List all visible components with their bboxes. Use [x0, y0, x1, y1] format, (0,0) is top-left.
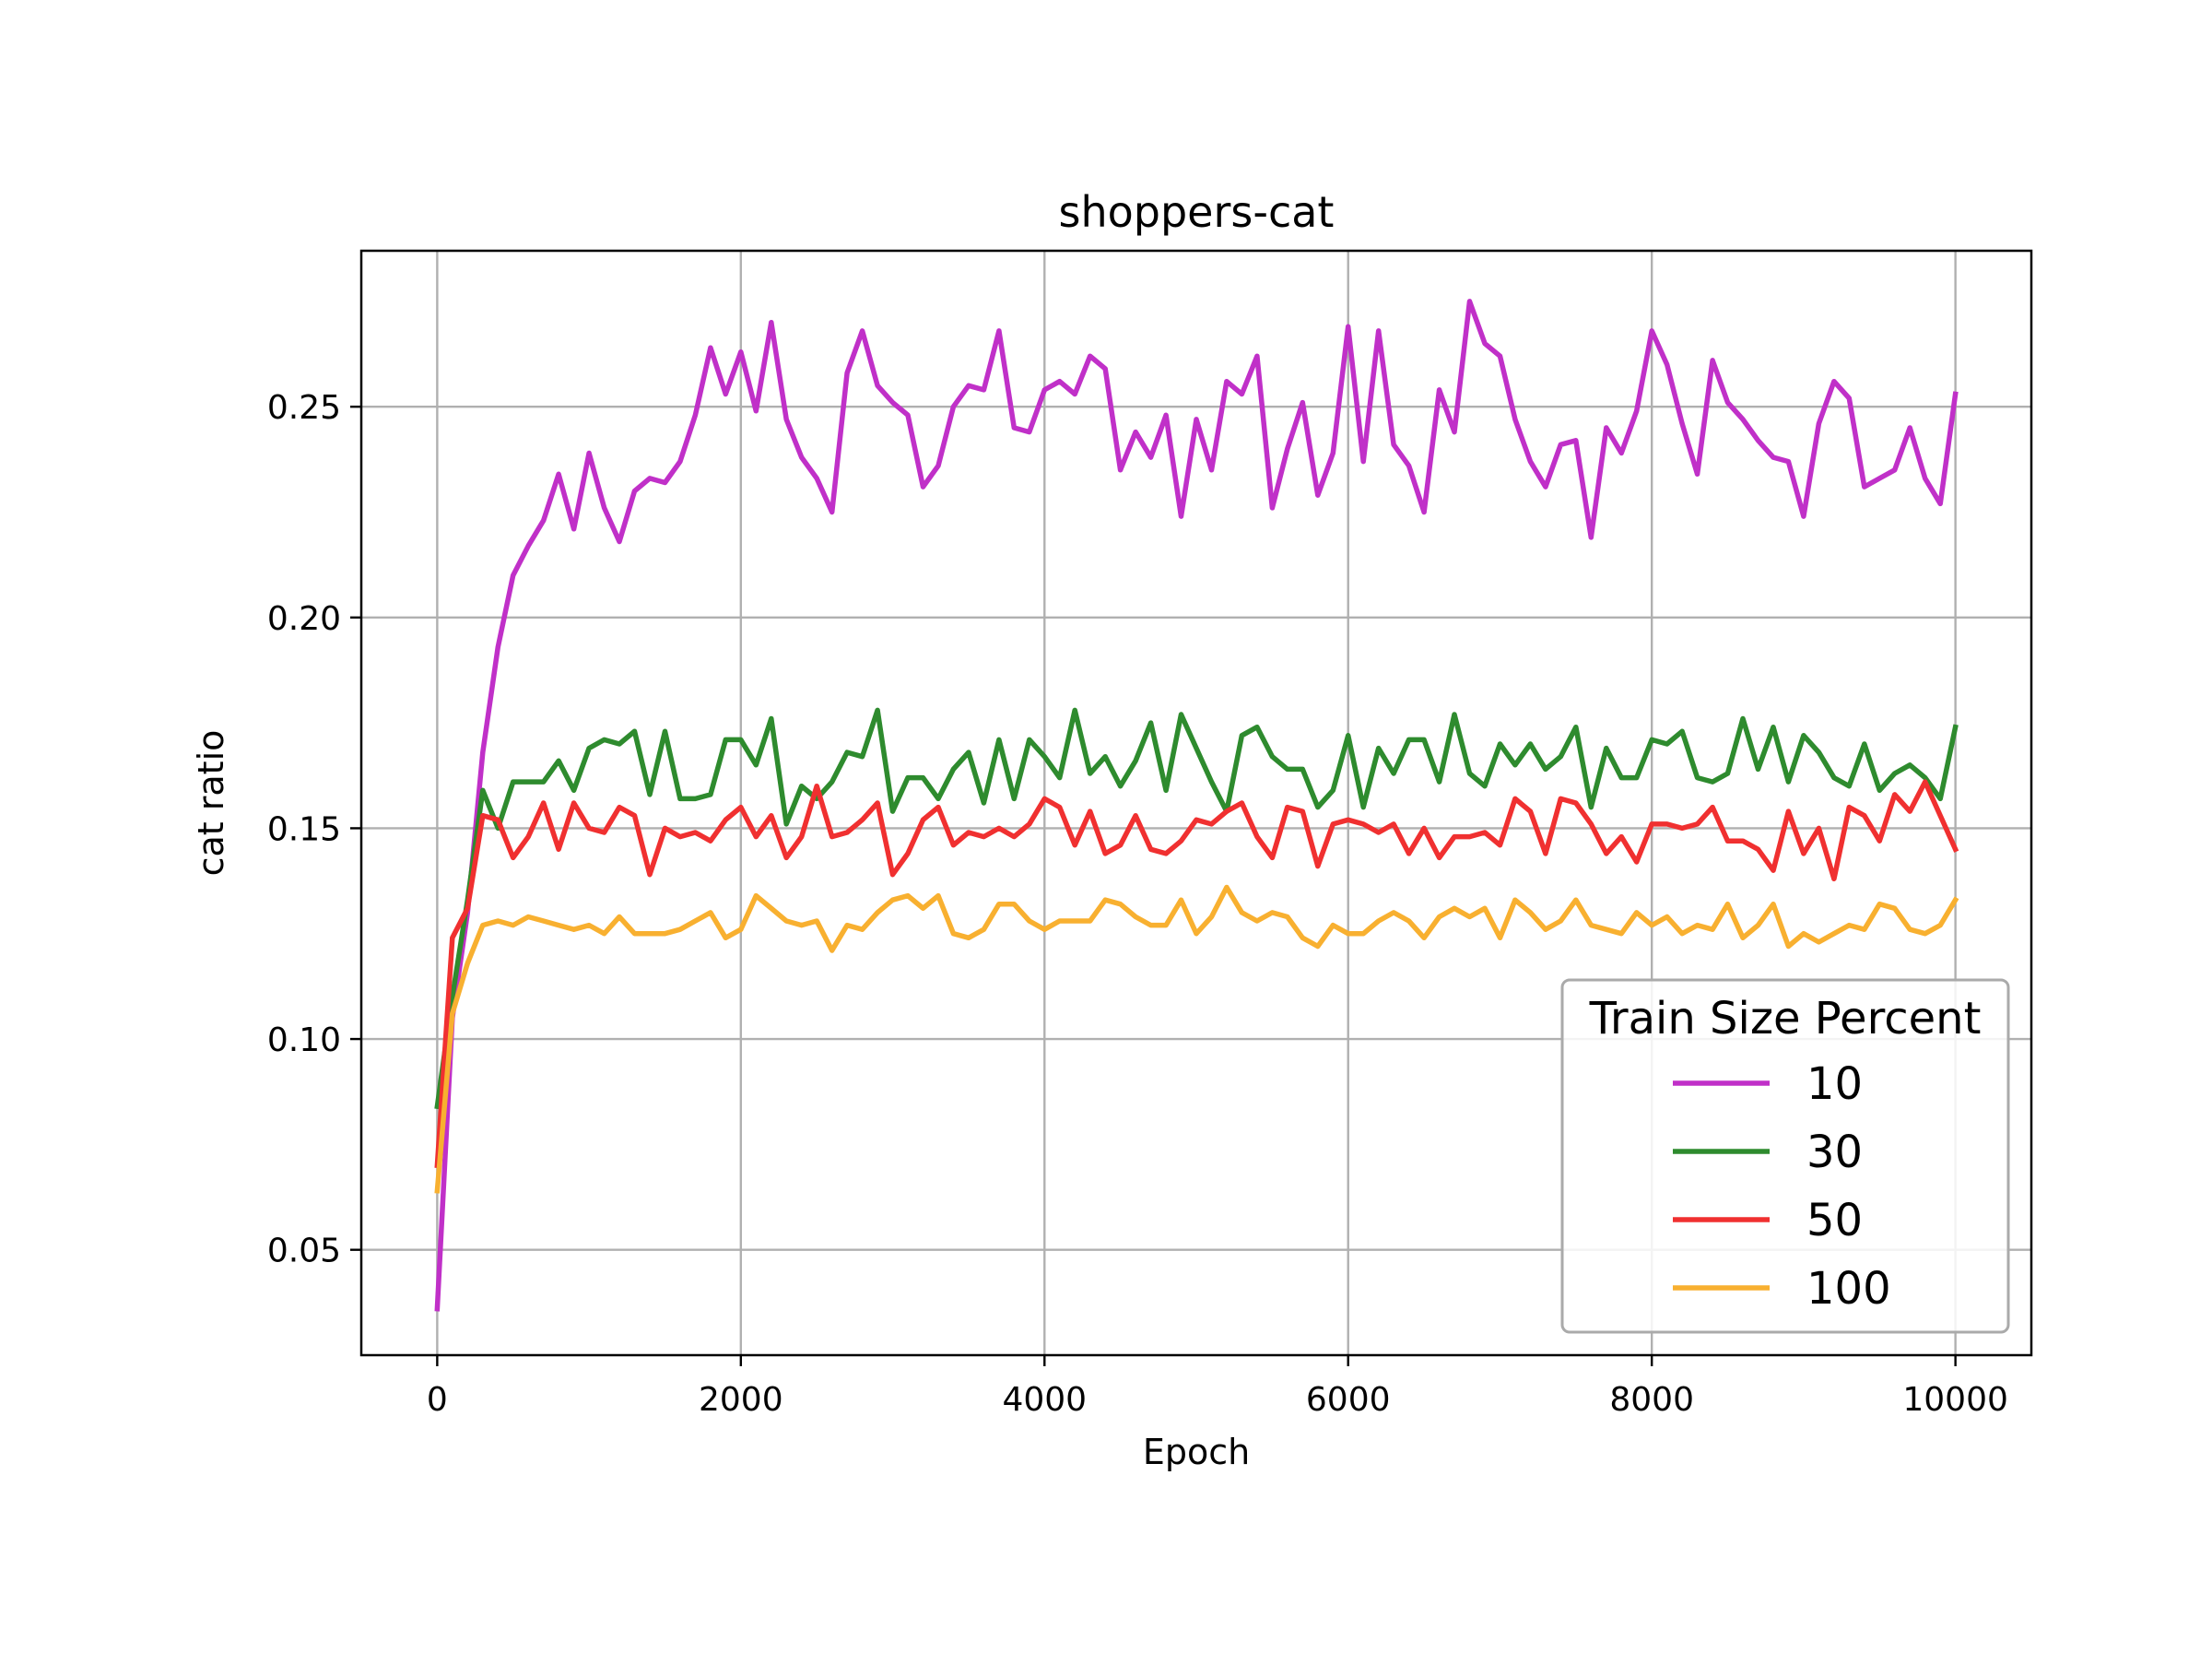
legend-label-30: 30 — [1806, 1127, 1863, 1178]
legend-entries: 10 30 50 100 — [1673, 1058, 1891, 1315]
y-tick-label: 0.25 — [267, 389, 341, 427]
legend-box — [1560, 978, 2010, 1334]
legend-label-100: 100 — [1806, 1263, 1891, 1315]
y-tick-label: 0.15 — [267, 810, 341, 848]
x-tick-label: 8000 — [1609, 1381, 1694, 1419]
plot-area-frame — [359, 249, 2033, 1357]
x-tick-label: 2000 — [699, 1381, 783, 1419]
axis-ticks: 0 2000 4000 6000 8000 10000 0.05 0.10 0.15 0.20 0.… — [267, 389, 2008, 1419]
legend-label-50: 50 — [1806, 1195, 1863, 1246]
chart-title: shoppers-cat — [1059, 187, 1335, 237]
series-line-100 — [434, 884, 1959, 1194]
series-lines — [434, 299, 1959, 1312]
legend-label-10: 10 — [1806, 1058, 1863, 1110]
y-tick-label: 0.20 — [267, 600, 341, 638]
series-line-50 — [434, 779, 1959, 1169]
x-tick-label: 6000 — [1306, 1381, 1391, 1419]
x-tick-label: 4000 — [1002, 1381, 1087, 1419]
y-tick-label: 0.10 — [267, 1021, 341, 1059]
x-axis-title: Epoch — [1143, 1432, 1250, 1472]
y-axis-title: cat ratio — [191, 730, 231, 877]
series-line-30 — [434, 707, 1959, 1110]
legend-title: Train Size Percent — [1589, 993, 1982, 1044]
y-tick-label: 0.05 — [267, 1233, 341, 1270]
x-tick-label: 10000 — [1902, 1381, 2008, 1419]
x-tick-label: 0 — [427, 1381, 448, 1419]
legend: Train Size Percent 10 30 50 100 — [1560, 978, 2010, 1334]
grid-lines — [361, 251, 2031, 1355]
series-line-10 — [434, 299, 1959, 1312]
